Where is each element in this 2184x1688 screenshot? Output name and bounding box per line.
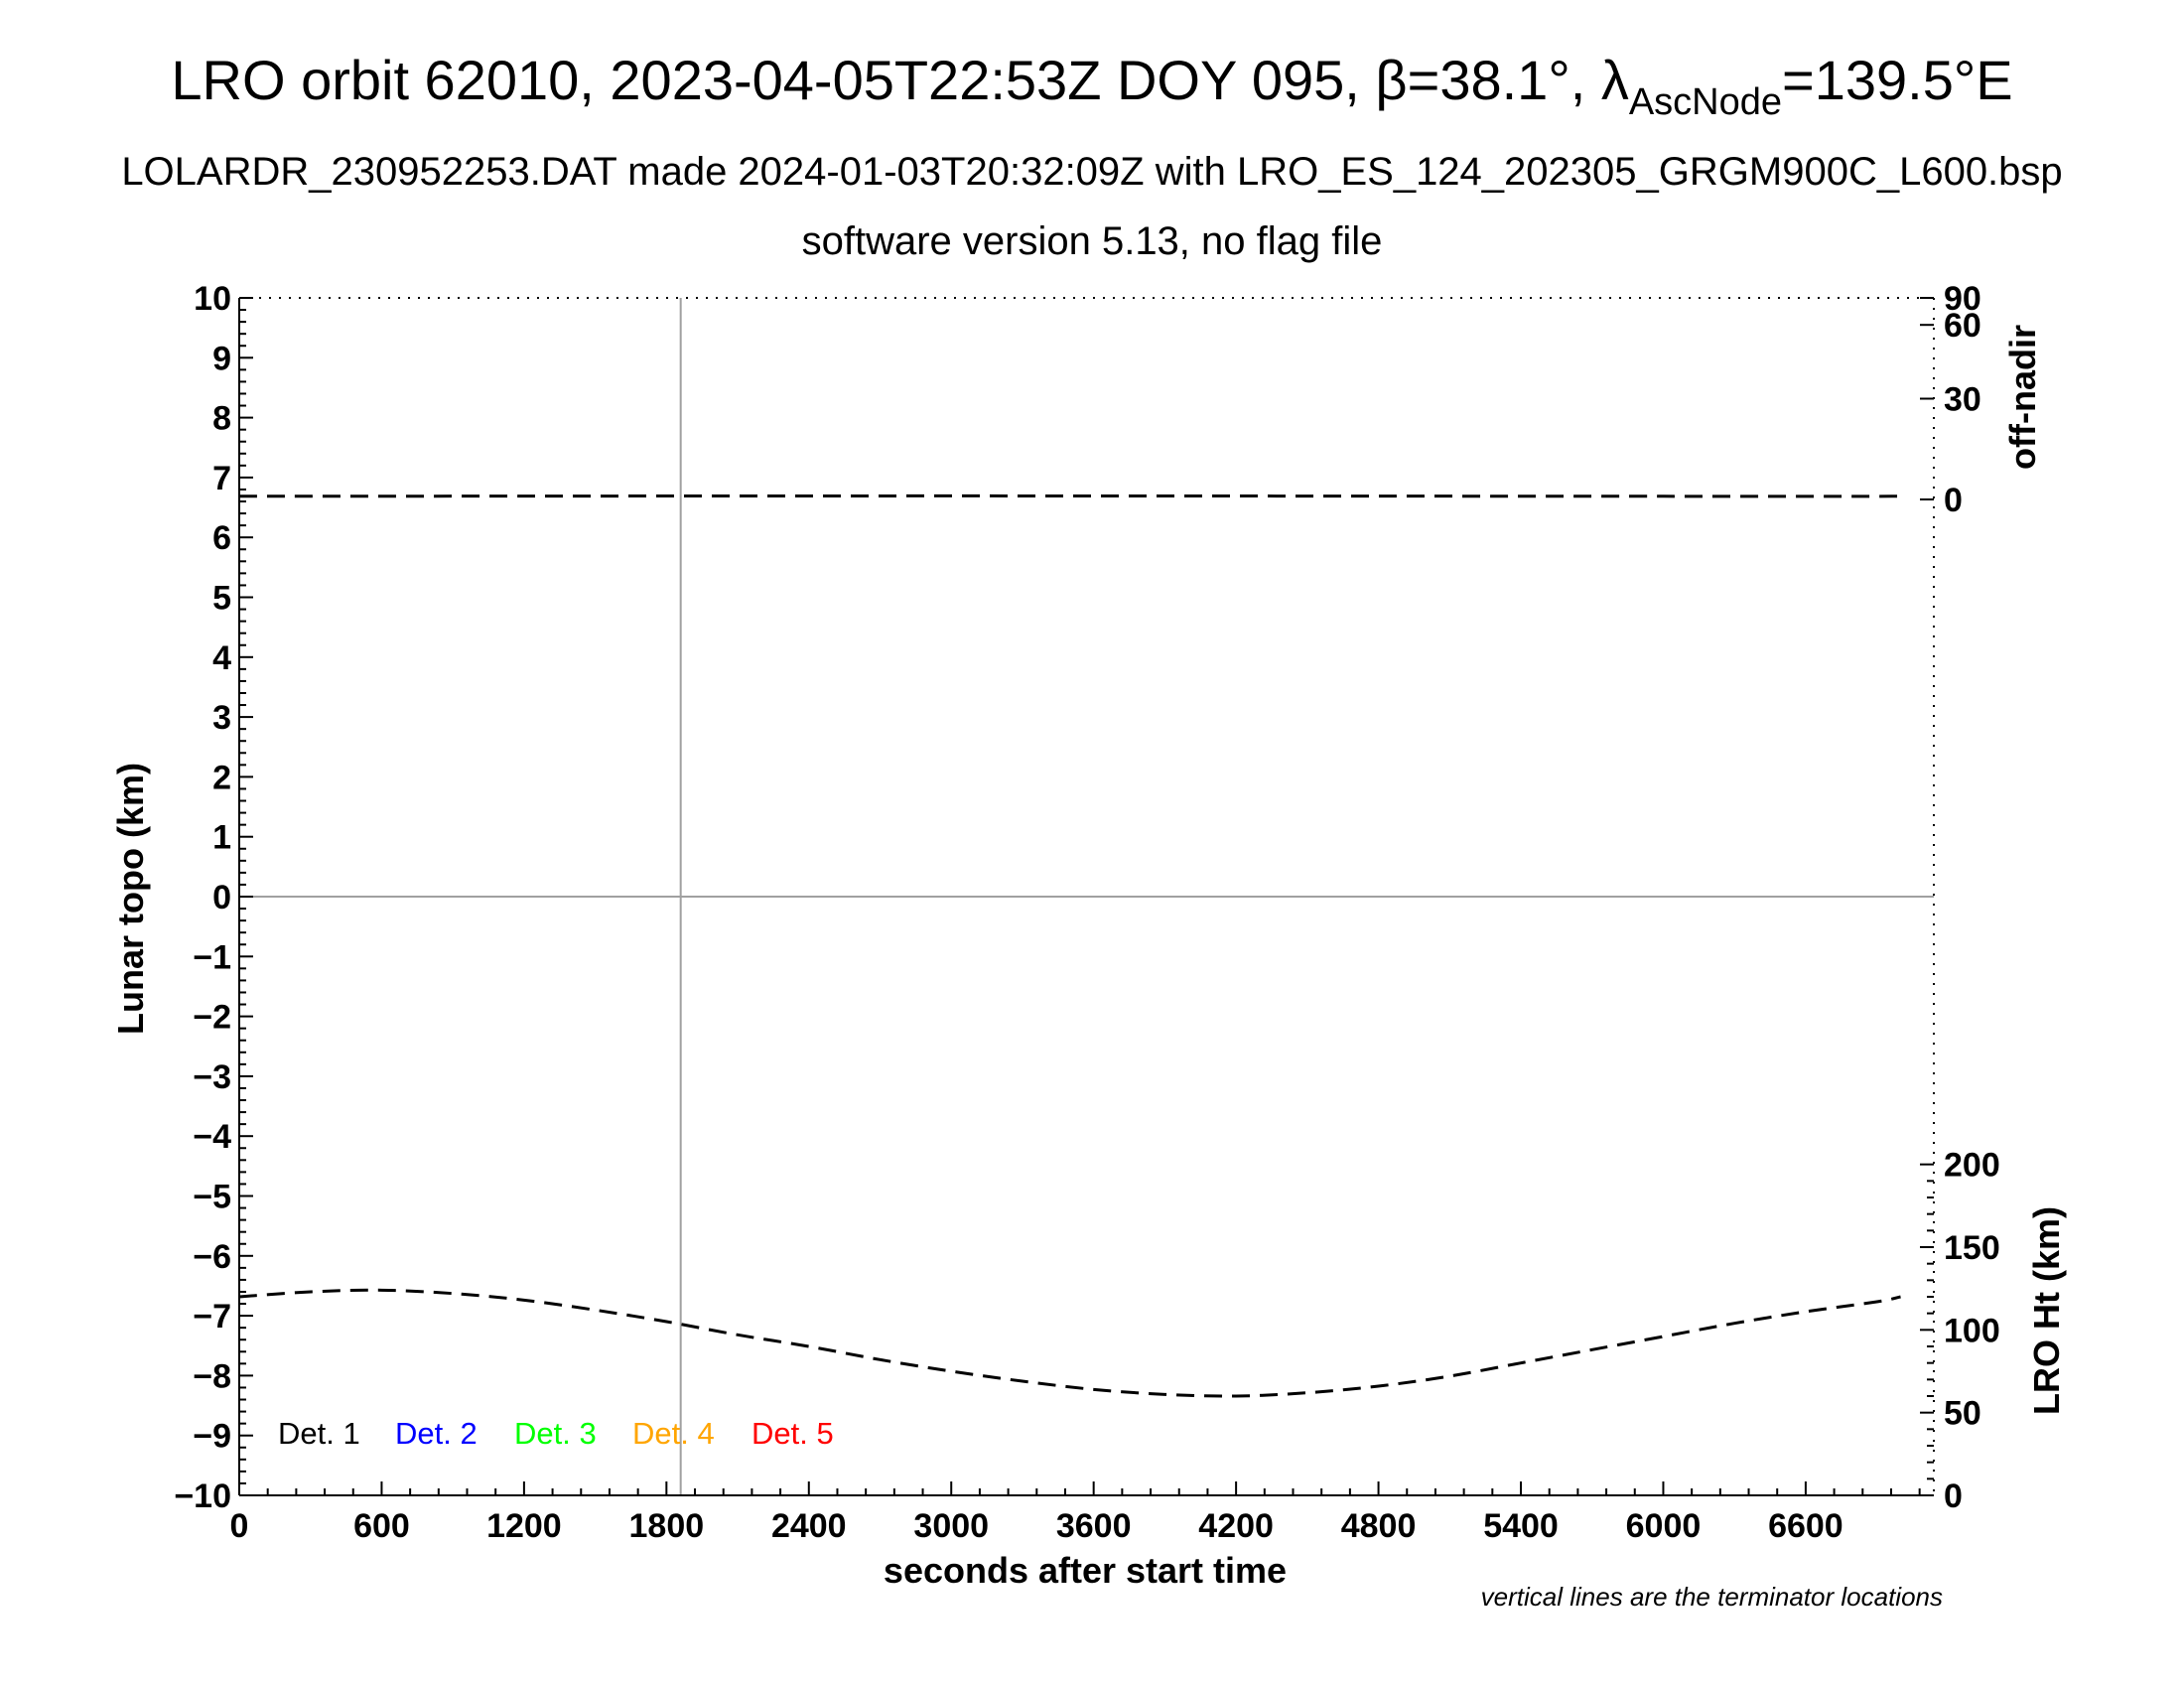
y-tick-label-left: 8 bbox=[212, 400, 231, 438]
y-tick-label-left: −6 bbox=[193, 1238, 231, 1276]
y-tick-label-right-lower: 150 bbox=[1944, 1229, 2000, 1267]
x-tick-label: 600 bbox=[353, 1507, 410, 1545]
legend: Det. 1 Det. 2 Det. 3 Det. 4 Det. 5 bbox=[278, 1416, 834, 1451]
lro-height-series-line bbox=[238, 1288, 1901, 1398]
y-tick-label-right-upper: 90 bbox=[1944, 280, 1981, 318]
legend-entry-det-5: Det. 5 bbox=[751, 1416, 834, 1451]
y-tick-label-left: −10 bbox=[174, 1477, 231, 1515]
y-tick-label-left: −9 bbox=[193, 1418, 231, 1456]
y-tick-label-left: 5 bbox=[212, 580, 231, 618]
y-tick-label-right-upper: 30 bbox=[1944, 381, 1981, 419]
legend-entry-det-2: Det. 2 bbox=[395, 1416, 478, 1451]
y-tick-label-right-upper: 0 bbox=[1944, 482, 1963, 519]
x-tick-label: 3000 bbox=[913, 1507, 989, 1545]
x-axis-label: seconds after start time bbox=[884, 1550, 1287, 1591]
footnote-terminators: vertical lines are the terminator locati… bbox=[1481, 1582, 1943, 1612]
series-layer bbox=[238, 493, 1901, 1398]
x-tick-label: 0 bbox=[230, 1507, 249, 1545]
y-tick-label-right-lower: 0 bbox=[1944, 1477, 1963, 1515]
y-axis-label-lro-height: LRO Ht (km) bbox=[2026, 1206, 2067, 1415]
y-tick-label-right-lower: 50 bbox=[1944, 1395, 1981, 1433]
legend-entry-det-4: Det. 4 bbox=[632, 1416, 715, 1451]
x-tick-label: 6000 bbox=[1626, 1507, 1702, 1545]
y-tick-label-left: −2 bbox=[193, 999, 231, 1037]
x-tick-label: 5400 bbox=[1483, 1507, 1559, 1545]
y-tick-label-left: −3 bbox=[193, 1058, 231, 1096]
y-tick-label-left: 3 bbox=[212, 699, 231, 737]
y-tick-label-left: 2 bbox=[212, 759, 231, 796]
y-tick-label-left: 10 bbox=[194, 280, 231, 318]
chart-subtitle-version: software version 5.13, no flag file bbox=[802, 219, 1383, 263]
y-tick-label-left: −1 bbox=[193, 938, 231, 976]
y-tick-label-left: −8 bbox=[193, 1357, 231, 1395]
y-axis-label-left: Lunar topo (km) bbox=[110, 763, 151, 1035]
y-tick-label-right-lower: 100 bbox=[1944, 1312, 2000, 1349]
y-axis-label-off-nadir: off-nadir bbox=[2002, 325, 2043, 470]
y-tick-label-left: −5 bbox=[193, 1179, 231, 1216]
chart-title: LRO orbit 62010, 2023-04-05T22:53Z DOY 0… bbox=[171, 49, 2012, 123]
x-tick-label: 6600 bbox=[1768, 1507, 1843, 1545]
y-tick-label-left: 4 bbox=[212, 639, 231, 677]
chart-subtitle-file: LOLARDR_230952253.DAT made 2024-01-03T20… bbox=[121, 150, 2062, 194]
x-tick-label: 2400 bbox=[771, 1507, 847, 1545]
x-tick-label: 4800 bbox=[1341, 1507, 1417, 1545]
x-tick-label: 3600 bbox=[1056, 1507, 1132, 1545]
y-tick-label-left: −4 bbox=[193, 1118, 231, 1156]
y-tick-label-left: 1 bbox=[212, 819, 231, 857]
y-tick-label-left: 7 bbox=[212, 460, 231, 497]
y-tick-label-right-lower: 200 bbox=[1944, 1147, 2000, 1185]
axes-layer: 0 600 1200 1800 2400 3000 3600 4200 4800 5400 6000… bbox=[174, 280, 1999, 1545]
x-tick-label: 1200 bbox=[486, 1507, 562, 1545]
x-tick-label: 1800 bbox=[629, 1507, 705, 1545]
legend-entry-det-1: Det. 1 bbox=[278, 1416, 360, 1451]
y-tick-label-left: 9 bbox=[212, 340, 231, 377]
y-tick-label-right-upper: 60 bbox=[1944, 307, 1981, 345]
y-tick-label-left: −7 bbox=[193, 1298, 231, 1336]
legend-entry-det-3: Det. 3 bbox=[514, 1416, 597, 1451]
x-tick-label: 4200 bbox=[1198, 1507, 1274, 1545]
y-tick-label-left: 0 bbox=[212, 879, 231, 916]
y-tick-label-left: 6 bbox=[212, 519, 231, 557]
